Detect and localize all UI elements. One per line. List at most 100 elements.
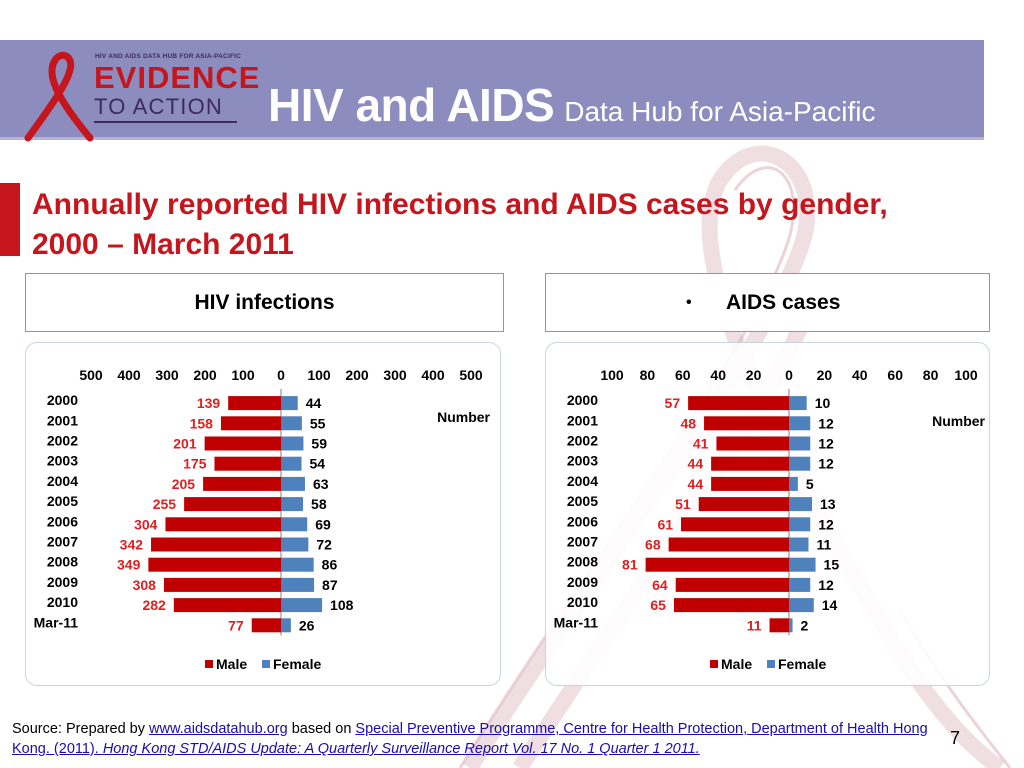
male-bar — [184, 497, 281, 512]
legend-swatch-male — [710, 660, 718, 668]
female-bar — [281, 436, 304, 451]
female-data-label: 26 — [299, 617, 315, 633]
x-tick-label: 0 — [785, 367, 793, 383]
title-accent-bar — [0, 183, 20, 256]
female-bar — [789, 557, 816, 572]
source-middle: based on — [287, 721, 356, 737]
male-data-label: 77 — [228, 617, 244, 633]
male-data-label: 158 — [190, 415, 214, 431]
female-data-label: 69 — [315, 516, 331, 532]
category-label: 2003 — [567, 453, 598, 469]
x-tick-label: 80 — [640, 367, 656, 383]
female-bar — [281, 456, 302, 471]
source-link-chp[interactable]: Special Preventive Programme, Centre for… — [12, 721, 928, 757]
category-label: 2005 — [47, 493, 78, 509]
legend-label-female: Female — [273, 656, 321, 672]
male-bar — [716, 436, 789, 451]
male-bar — [220, 416, 281, 431]
legend-label-female: Female — [778, 656, 826, 672]
female-data-label: 12 — [818, 516, 834, 532]
logo-action-text: TO ACTION — [94, 94, 223, 119]
x-tick-label: 300 — [383, 367, 407, 383]
female-data-label: 63 — [313, 476, 329, 492]
x-tick-label: 80 — [923, 367, 939, 383]
x-tick-label: 500 — [79, 367, 103, 383]
female-data-label: 108 — [330, 597, 354, 613]
category-label: 2001 — [47, 412, 78, 428]
category-label: 2006 — [47, 513, 78, 529]
male-data-label: 282 — [142, 597, 166, 613]
x-tick-label: 20 — [746, 367, 762, 383]
female-bar — [281, 517, 308, 532]
female-bar — [281, 618, 291, 633]
female-bar — [789, 416, 811, 431]
x-tick-label: 40 — [852, 367, 868, 383]
x-tick-label: 40 — [710, 367, 726, 383]
female-data-label: 15 — [824, 557, 840, 573]
female-data-label: 2 — [801, 617, 809, 633]
source-link-datahub[interactable]: www.aidsdatahub.org — [149, 721, 288, 737]
x-tick-label: 20 — [817, 367, 833, 383]
x-tick-label: 200 — [345, 367, 369, 383]
logo-evidence-text: EVIDENCE — [94, 60, 261, 95]
hiv-panel-label: HIV infections — [25, 273, 504, 332]
category-label: 2008 — [47, 554, 78, 570]
male-bar — [673, 598, 789, 613]
male-data-label: 139 — [197, 395, 221, 411]
male-bar — [704, 416, 789, 431]
bullet-icon: • — [686, 293, 692, 311]
male-bar — [173, 598, 281, 613]
male-bar — [698, 497, 789, 512]
female-bar — [281, 577, 315, 592]
x-tick-label: 200 — [193, 367, 217, 383]
category-label: 2010 — [567, 594, 598, 610]
male-bar — [163, 577, 281, 592]
x-tick-label: 100 — [231, 367, 255, 383]
male-data-label: 48 — [680, 415, 696, 431]
male-bar — [203, 476, 281, 491]
male-data-label: 44 — [688, 476, 704, 492]
male-bar — [251, 618, 281, 633]
source-link-report[interactable]: Hong Kong STD/AIDS Update: A Quarterly S… — [102, 741, 700, 757]
male-data-label: 44 — [688, 456, 704, 472]
x-tick-label: 400 — [421, 367, 445, 383]
category-label: 2010 — [47, 594, 78, 610]
category-label: 2008 — [567, 554, 598, 570]
female-data-label: 54 — [310, 456, 326, 472]
female-bar — [281, 557, 314, 572]
male-data-label: 11 — [747, 617, 762, 633]
x-tick-label: 500 — [459, 367, 483, 383]
legend-swatch-male — [205, 660, 213, 668]
female-data-label: 58 — [311, 496, 327, 512]
legend-label-male: Male — [216, 656, 247, 672]
category-label: 2009 — [47, 574, 78, 590]
aids-panel-label-text: AIDS cases — [726, 290, 841, 314]
male-data-label: 68 — [645, 537, 661, 553]
male-bar — [148, 557, 281, 572]
category-label: 2003 — [47, 453, 78, 469]
female-data-label: 12 — [818, 577, 834, 593]
x-tick-label: 60 — [675, 367, 691, 383]
male-data-label: 41 — [693, 436, 709, 452]
male-bar — [688, 396, 789, 411]
female-data-label: 12 — [818, 436, 834, 452]
female-bar — [281, 416, 302, 431]
legend-swatch-female — [262, 660, 270, 668]
hiv-panel-label-text: HIV infections — [194, 290, 335, 314]
female-data-label: 13 — [820, 496, 836, 512]
category-label: 2004 — [47, 473, 78, 489]
number-annotation: Number — [437, 409, 490, 425]
category-label: 2009 — [567, 574, 598, 590]
category-label: 2002 — [567, 433, 598, 449]
header-band — [0, 40, 984, 140]
logo-rule — [94, 121, 237, 123]
male-bar — [681, 517, 789, 532]
x-tick-label: 100 — [600, 367, 624, 383]
slide-title: Annually reported HIV infections and AID… — [32, 188, 888, 261]
x-tick-label: 0 — [277, 367, 285, 383]
female-data-label: 14 — [822, 597, 838, 613]
male-bar — [711, 476, 789, 491]
male-data-label: 308 — [133, 577, 157, 593]
